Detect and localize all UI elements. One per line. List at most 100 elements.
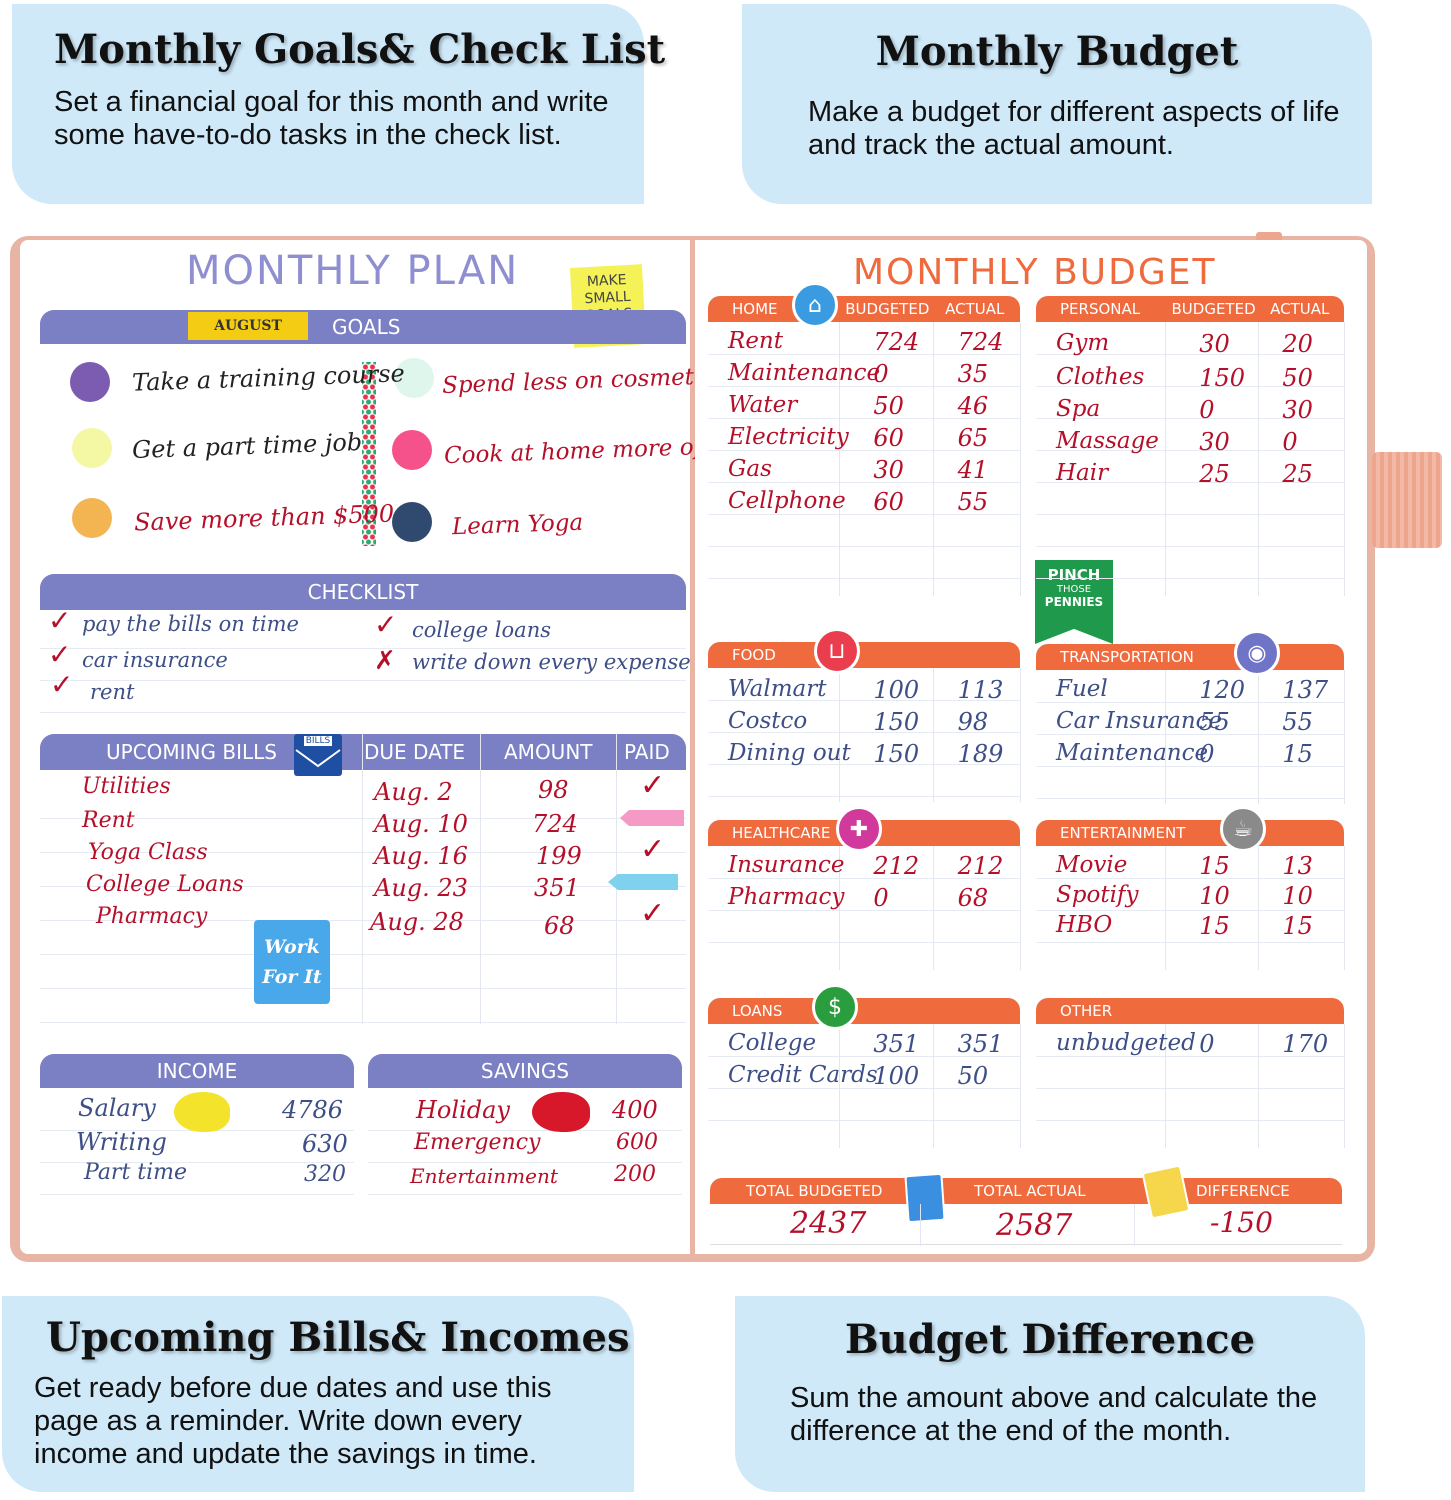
- basket-icon: ⊔: [814, 628, 860, 674]
- bills-envelope-icon: BILLS: [294, 734, 342, 776]
- budget-item-actual: 68: [957, 884, 989, 912]
- budget-item-name: Massage: [1056, 428, 1159, 454]
- budget-item-budgeted: 724: [873, 328, 920, 356]
- col-divider: [839, 322, 841, 596]
- amount-label: AMOUNT: [504, 740, 593, 764]
- rule: [1036, 878, 1344, 879]
- income-value: 320: [304, 1162, 346, 1187]
- rule: [1036, 450, 1344, 451]
- goal-dot-mint: [394, 358, 434, 398]
- bill-due: Aug. 16: [374, 842, 468, 870]
- paid-label: PAID: [624, 740, 670, 764]
- budget-item-actual: 41: [957, 456, 989, 484]
- rule: [708, 1056, 1020, 1057]
- rule: [1036, 734, 1344, 735]
- bill-amount: 351: [534, 874, 580, 902]
- personal-label: PERSONAL: [1060, 300, 1141, 318]
- income-value: 630: [302, 1130, 348, 1158]
- bill-amount: 68: [544, 912, 575, 940]
- budget-item-name: Rent: [728, 328, 783, 354]
- rule: [708, 482, 1020, 483]
- difference-value: -150: [1210, 1206, 1273, 1239]
- col-divider: [1165, 322, 1167, 596]
- budget-item-budgeted: 0: [1199, 1030, 1215, 1058]
- budget-item-actual: 65: [957, 424, 989, 452]
- rule: [40, 712, 686, 713]
- budget-item-budgeted: 120: [1199, 676, 1246, 704]
- savings-label: SAVINGS: [480, 1059, 570, 1083]
- goal-text: Get a part time job: [131, 427, 363, 465]
- rule: [40, 1162, 354, 1163]
- totals-header: TOTAL BUDGETED TOTAL ACTUAL DIFFERENCE: [710, 1178, 1342, 1204]
- rule: [40, 1194, 354, 1195]
- col-divider: [932, 668, 934, 802]
- bill-amount: 199: [536, 842, 582, 870]
- col-divider: [1344, 1024, 1345, 1148]
- budget-item-actual: 0: [1282, 428, 1298, 456]
- rule: [40, 886, 686, 887]
- goal-dot-orange: [72, 498, 112, 538]
- rule: [708, 1120, 1020, 1121]
- col-divider: [480, 734, 481, 1024]
- paid-check-icon: ✓: [640, 896, 666, 931]
- pinch-text: THOSE: [1056, 584, 1092, 595]
- budget-item-actual: 20: [1282, 330, 1313, 358]
- rule: [1036, 910, 1344, 911]
- pinch-pennies-banner: PINCH THOSE PENNIES: [1035, 560, 1113, 644]
- check-mark-icon: ✓: [374, 608, 398, 641]
- bill-due: Aug. 23: [374, 874, 468, 902]
- rule: [708, 578, 1020, 579]
- budget-item-actual: 189: [957, 740, 1004, 768]
- budget-item-actual: 15: [1282, 912, 1313, 940]
- rule: [708, 764, 1020, 765]
- bill-due: Aug. 10: [374, 810, 468, 838]
- budget-item-name: Maintenance: [728, 360, 881, 386]
- callout-bills: Upcoming Bills& Incomes Get ready before…: [2, 1296, 634, 1492]
- checklist-item: college loans: [412, 618, 551, 642]
- total-budgeted-label: TOTAL BUDGETED: [746, 1182, 883, 1200]
- bill-due: Aug. 28: [370, 908, 464, 936]
- callout-desc: Sum the amount above and calculate the d…: [790, 1382, 1318, 1447]
- rule: [708, 796, 1020, 797]
- budget-item-budgeted: 30: [873, 456, 904, 484]
- col-divider: [1257, 846, 1259, 970]
- checklist-label: CHECKLIST: [307, 580, 419, 604]
- budget-item-actual: 55: [1282, 708, 1313, 736]
- budget-item-actual: 724: [957, 328, 1004, 356]
- total-actual-label: TOTAL ACTUAL: [974, 1182, 1086, 1200]
- checklist-item: write down every expense: [412, 650, 691, 674]
- income-name: Salary: [78, 1094, 156, 1122]
- col-divider: [1020, 668, 1021, 802]
- budget-item-name: Hair: [1056, 460, 1109, 486]
- pinch-text: PINCH: [1047, 566, 1101, 584]
- budget-item-actual: 98: [957, 708, 989, 736]
- cup-icon: ☕: [1220, 806, 1266, 852]
- red-piggy-bank-icon: [532, 1092, 590, 1132]
- rule: [710, 1244, 1342, 1245]
- pink-tab-sticker: [620, 810, 684, 826]
- bill-name: College Loans: [86, 872, 244, 897]
- budget-item-name: Spa: [1056, 396, 1101, 422]
- budget-item-name: HBO: [1056, 912, 1113, 938]
- elastic-strap: [1372, 452, 1442, 548]
- rule: [40, 648, 686, 649]
- sticker-text: Work For It: [262, 936, 322, 988]
- budget-item-budgeted: 30: [1199, 330, 1230, 358]
- budget-item-budgeted: 60: [873, 424, 904, 452]
- budget-item-name: Walmart: [728, 676, 827, 702]
- rule: [368, 1162, 682, 1163]
- budget-item-budgeted: 0: [873, 360, 889, 388]
- budget-item-budgeted: 25: [1199, 460, 1230, 488]
- budget-item-actual: 137: [1282, 676, 1329, 704]
- callout-title: Monthly Goals& Check List: [54, 26, 666, 73]
- money-icon: $: [812, 984, 858, 1030]
- bill-name: Utilities: [82, 774, 171, 799]
- col-divider: [1134, 1204, 1135, 1246]
- difference-label: DIFFERENCE: [1196, 1182, 1290, 1200]
- total-budgeted-value: 2437: [790, 1206, 867, 1241]
- col-divider: [1165, 846, 1167, 970]
- rule: [1036, 546, 1344, 547]
- actual-label: ACTUAL: [1270, 300, 1330, 318]
- callout-desc: Set a financial goal for this month and …: [54, 86, 609, 151]
- first-aid-icon: ✚: [836, 806, 882, 852]
